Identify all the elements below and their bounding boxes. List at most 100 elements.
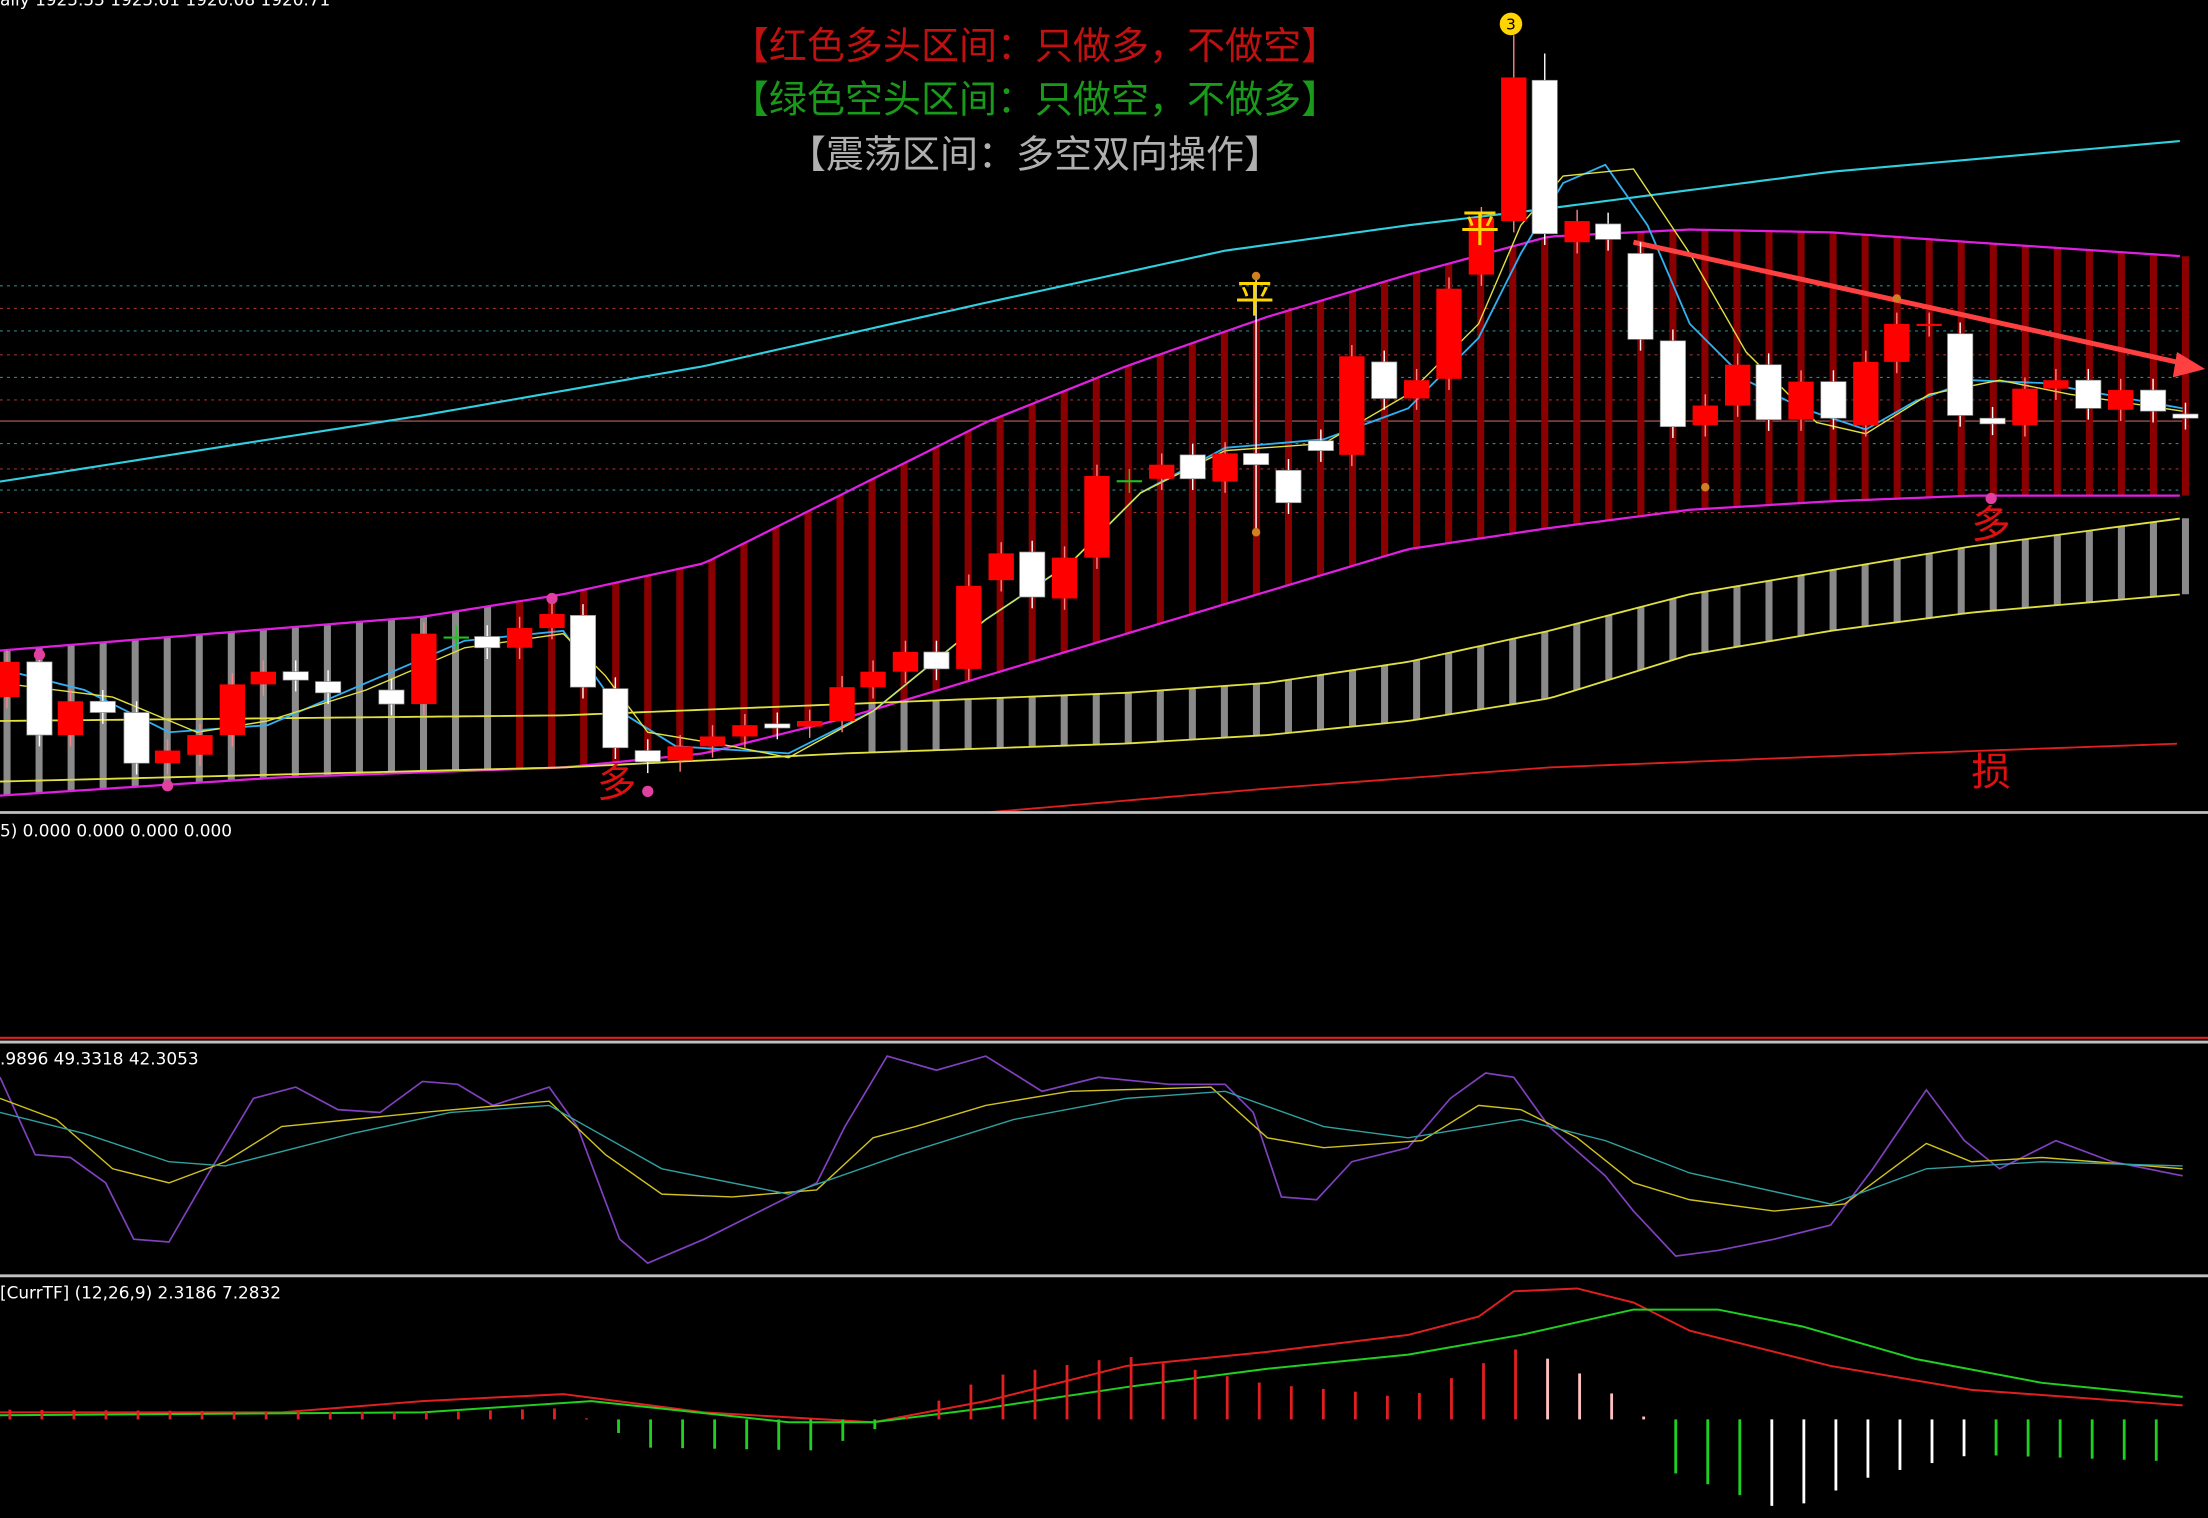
candle-body	[1275, 469, 1302, 504]
candle-body	[829, 687, 855, 721]
signal-dot	[1701, 483, 1710, 492]
candle-body	[2140, 389, 2167, 412]
candle-body	[1884, 323, 1910, 362]
candle-body	[569, 615, 597, 688]
macd-line	[0, 1308, 2183, 1424]
exit-marker: 平	[1460, 206, 1499, 252]
banner-line: 【震荡区间：多空双向操作】	[788, 133, 1282, 177]
candle-body	[602, 688, 629, 749]
candle-body	[2108, 390, 2134, 410]
candle-body	[315, 681, 342, 694]
price-info: aily 1925.55 1925.61 1920.08 1920.71	[0, 0, 330, 10]
candle-body	[1501, 77, 1527, 222]
candle-body	[1371, 361, 1398, 399]
candle-body	[250, 671, 276, 685]
osc-line	[0, 1090, 2183, 1205]
osc-line	[0, 1086, 2183, 1212]
signal-dot	[1251, 271, 1261, 281]
candle-body	[1627, 253, 1654, 340]
candle-body	[26, 661, 53, 736]
trend-arrow	[1632, 239, 2184, 366]
candle-body	[1788, 381, 1814, 420]
candle-body	[1179, 454, 1206, 480]
candle-body	[1084, 475, 1110, 558]
candle-body	[2043, 380, 2069, 389]
candle-body	[2075, 379, 2102, 409]
candle-body	[1243, 453, 1270, 466]
candle-body	[154, 750, 181, 764]
candle-body	[1212, 453, 1238, 482]
signal-dot	[546, 592, 558, 605]
signal-dot	[1985, 492, 1997, 505]
candle-body	[1659, 340, 1686, 428]
signal-dot	[33, 649, 46, 661]
candle-body	[474, 636, 501, 649]
band-line	[0, 517, 2180, 722]
candle-body	[1436, 288, 1462, 379]
candle-body	[1947, 333, 1974, 416]
candle-body	[1116, 480, 1143, 483]
candle-body	[2012, 388, 2038, 426]
chart-layer	[0, 35, 2208, 1506]
candle-body	[411, 633, 437, 705]
candle-body	[282, 671, 309, 681]
candle-body	[1468, 218, 1495, 275]
long-marker: 多	[597, 761, 636, 807]
candle-body	[699, 736, 726, 747]
signal-dot	[642, 785, 654, 798]
panel-label: .9896 49.3318 42.3053	[0, 1049, 199, 1069]
candle-body	[1149, 464, 1175, 479]
banner-line: 【绿色空头区间：只做空，不做多】	[731, 78, 1339, 122]
candle-body	[1403, 380, 1430, 399]
peak-badge	[1499, 12, 1523, 36]
osc-line	[0, 1055, 2183, 1265]
trend-arrow-head	[2172, 352, 2206, 378]
signal-dot	[1892, 294, 1902, 303]
ma-line	[0, 140, 2180, 483]
candle-body	[1692, 405, 1718, 426]
candle-body	[219, 684, 246, 736]
ma-line	[985, 742, 2178, 814]
macd-line	[0, 1287, 2183, 1424]
band-line	[0, 593, 2180, 783]
stop-marker: 损	[1971, 750, 2010, 796]
candle-body	[732, 725, 758, 737]
candle-body	[1019, 551, 1046, 598]
candle-body	[89, 700, 116, 713]
candle-body	[2172, 413, 2199, 419]
candle-body	[539, 613, 565, 629]
signal-dot	[161, 780, 174, 792]
candle-body	[988, 553, 1014, 581]
candle-body	[1725, 364, 1751, 406]
candle-body	[187, 735, 213, 755]
candle-body	[797, 720, 823, 727]
candle-body	[123, 712, 150, 764]
candle-body	[1531, 79, 1558, 235]
panel-label: [CurrTF] (12,26,9) 2.3186 7.2832	[0, 1282, 281, 1302]
candle-body	[1339, 356, 1365, 455]
candle-body	[923, 651, 950, 670]
candle-body	[956, 585, 982, 669]
candle-body	[860, 671, 886, 688]
candle-body	[764, 723, 791, 729]
candle-body	[443, 636, 469, 639]
peak-label: 3	[1506, 16, 1516, 34]
candle-body	[1853, 361, 1879, 426]
band-line	[0, 228, 2180, 652]
long-marker: 多	[1971, 502, 2010, 548]
candle-body	[0, 661, 20, 698]
candle-body	[1820, 381, 1847, 419]
band-line	[0, 494, 2180, 797]
exit-marker: 平	[1235, 277, 1274, 323]
candle-body	[1564, 221, 1590, 243]
candle-body	[1755, 364, 1782, 420]
panel-label: 5) 0.000 0.000 0.000 0.000	[0, 820, 232, 840]
candle-body	[892, 651, 919, 672]
candle-body	[634, 750, 661, 763]
candle-body	[378, 689, 405, 705]
candle-body	[506, 628, 533, 648]
candle-body	[1979, 417, 2006, 425]
